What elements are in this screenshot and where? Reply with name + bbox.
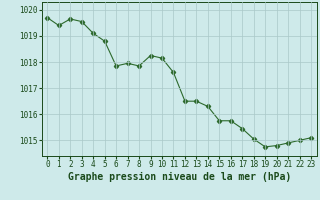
X-axis label: Graphe pression niveau de la mer (hPa): Graphe pression niveau de la mer (hPa) <box>68 172 291 182</box>
